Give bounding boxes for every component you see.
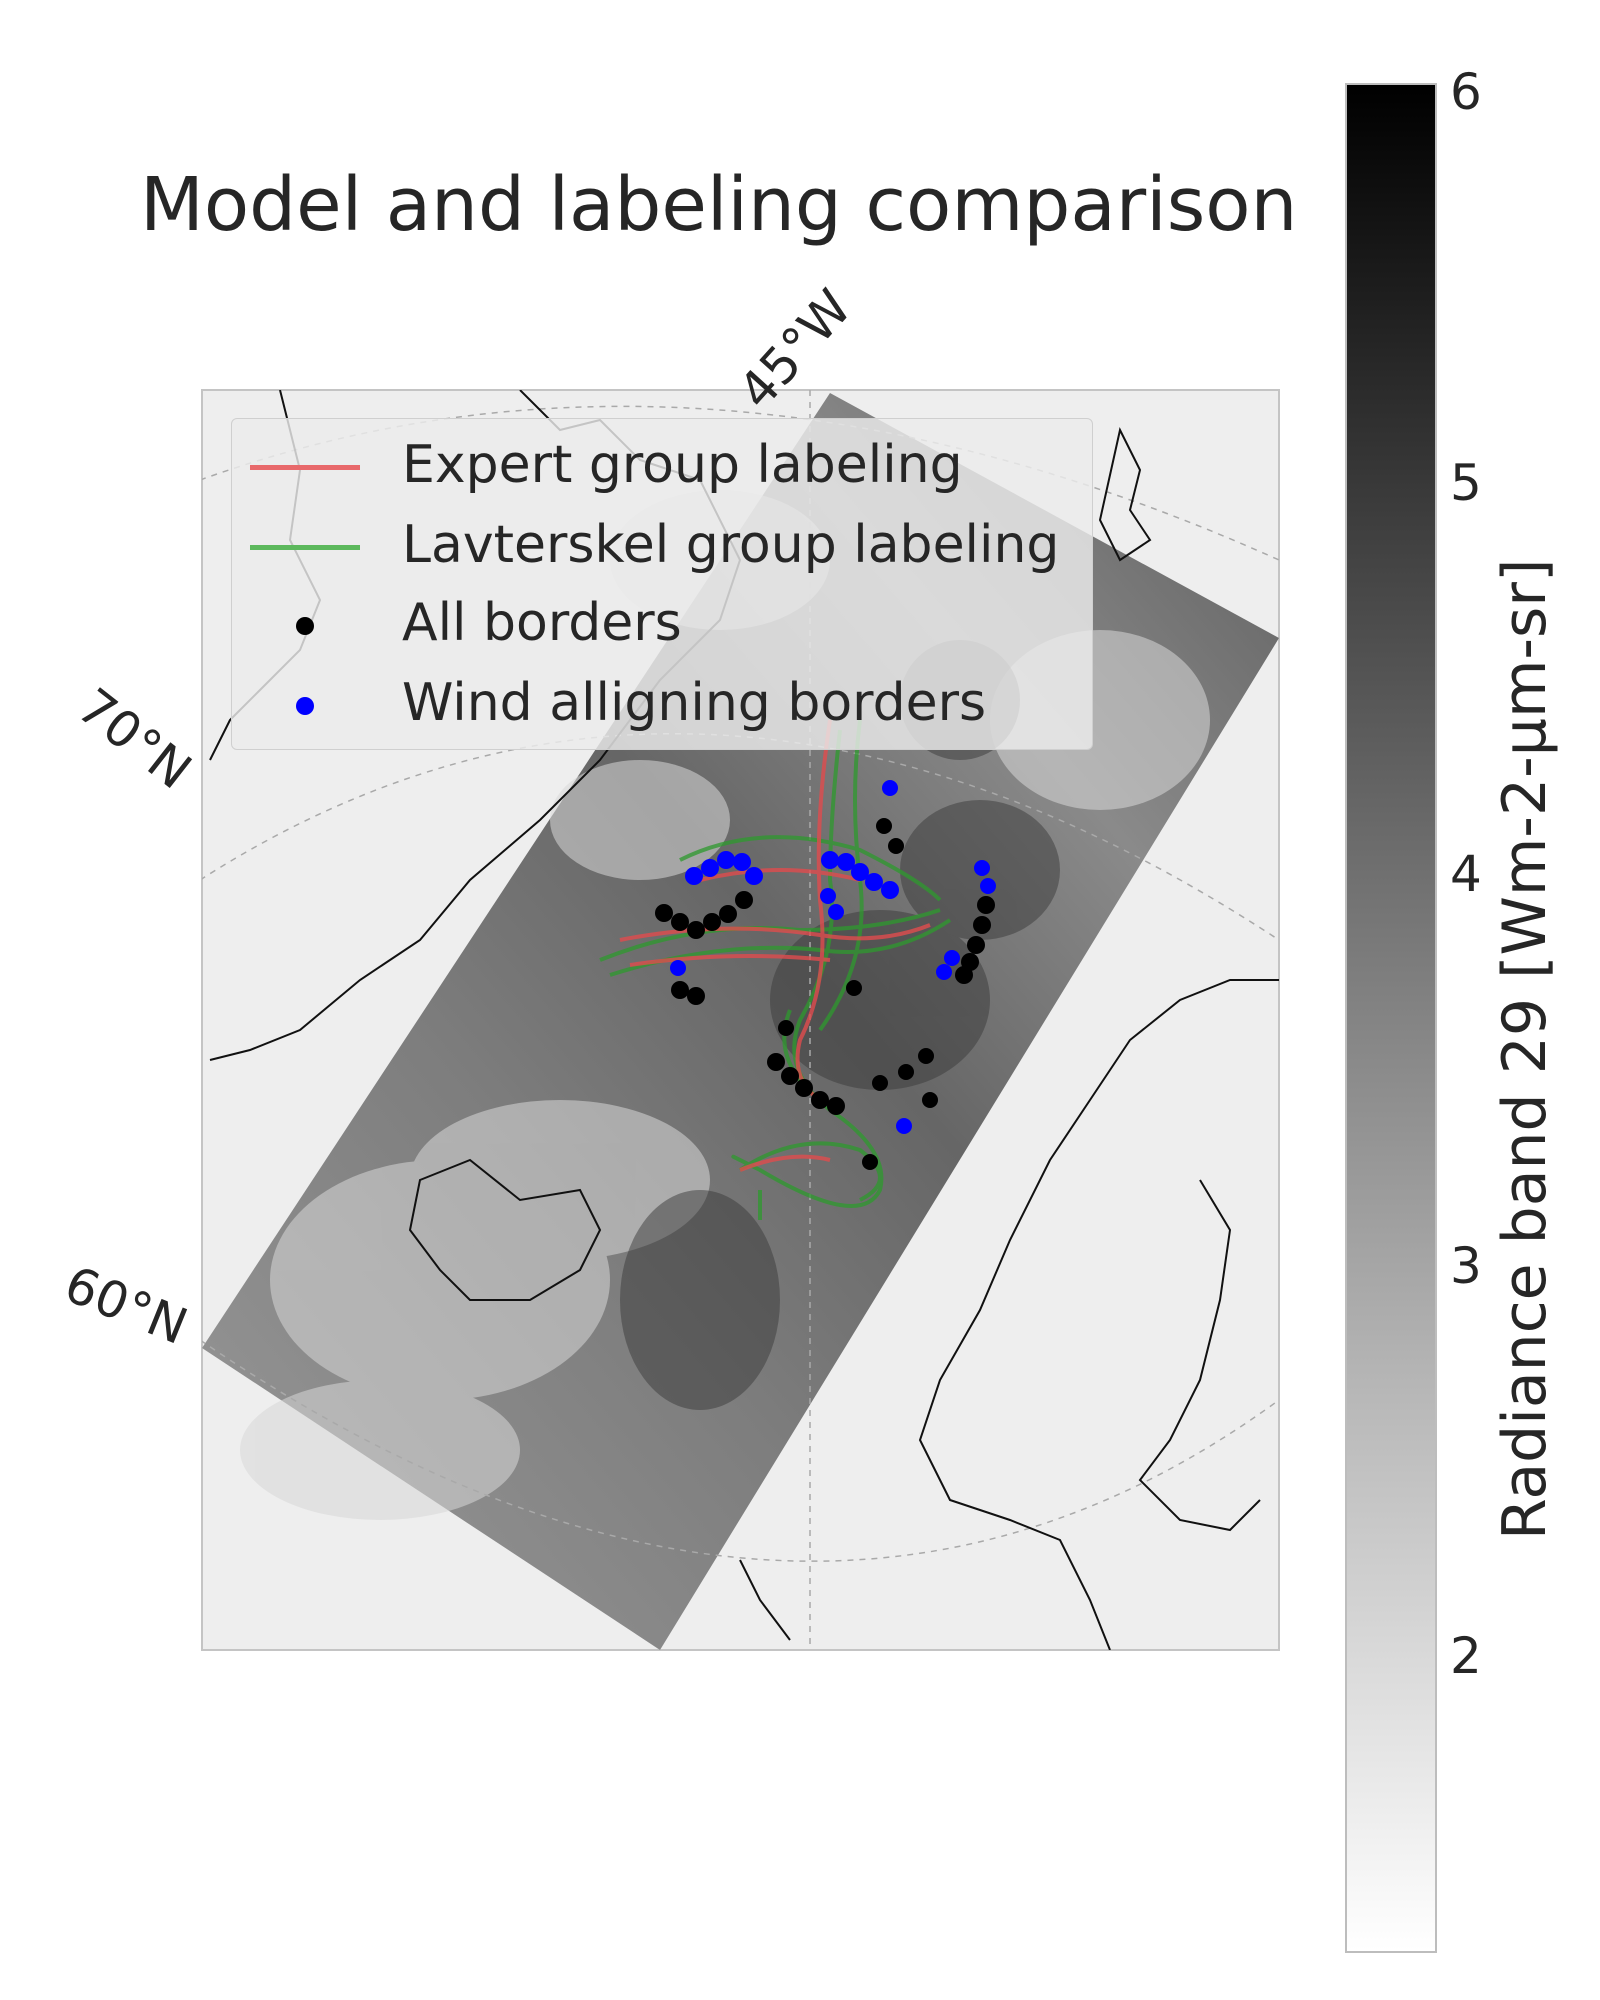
colorbar-tick-4: 4 — [1450, 845, 1482, 903]
colorbar-label: Radiance band 29 [Wm-2-μm-sr] — [1490, 558, 1560, 1540]
colorbar-tick-3: 3 — [1450, 1237, 1482, 1295]
legend-label-wind-borders: Wind alligning borders — [402, 673, 987, 733]
legend-swatch-all-borders — [296, 617, 314, 635]
colorbar-tick-5: 5 — [1450, 454, 1482, 512]
page-title: Model and labeling comparison — [140, 162, 1298, 248]
legend-label-lavterskel: Lavterskel group labeling — [402, 515, 1060, 575]
all-borders-points — [655, 818, 995, 1170]
legend-swatch-lavterskel — [250, 545, 360, 550]
expert-labeling-lines — [619, 719, 931, 1172]
legend-label-all-borders: All borders — [402, 593, 682, 653]
cloud-texture — [240, 490, 1210, 1520]
legend-item-all-borders: All borders — [232, 589, 1092, 659]
colorbar-tick-6: 6 — [1450, 63, 1482, 121]
legend-item-lavterskel: Lavterskel group labeling — [232, 511, 1092, 581]
legend-label-expert: Expert group labeling — [402, 435, 963, 495]
wind-borders-points — [670, 780, 996, 1134]
legend-item-expert: Expert group labeling — [232, 431, 1092, 501]
colorbar — [1345, 83, 1437, 1953]
legend-swatch-expert — [250, 465, 360, 470]
legend-item-wind-borders: Wind alligning borders — [232, 669, 1092, 739]
colorbar-tick-2: 2 — [1450, 1627, 1482, 1685]
map-legend: Expert group labeling Lavterskel group l… — [231, 418, 1093, 750]
legend-swatch-wind-borders — [296, 697, 314, 715]
